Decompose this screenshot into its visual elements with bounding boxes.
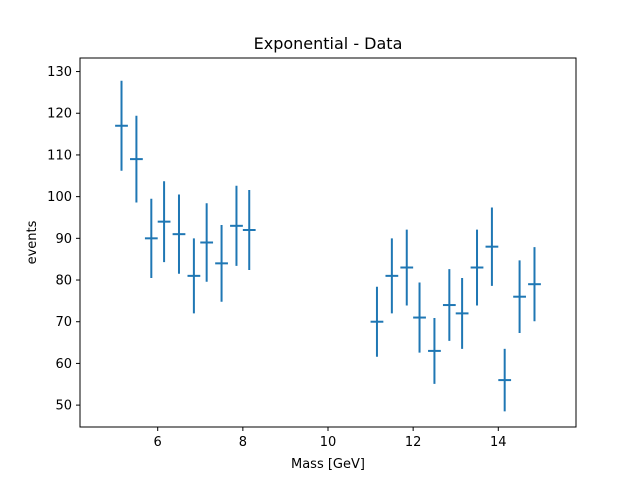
x-tick-label: 14 bbox=[490, 435, 507, 450]
y-tick-label: 90 bbox=[55, 232, 72, 247]
y-axis-label: events bbox=[25, 220, 40, 264]
data-point bbox=[157, 181, 171, 263]
data-point bbox=[370, 286, 384, 357]
data-point bbox=[498, 348, 512, 412]
y-tick-label: 80 bbox=[55, 274, 72, 289]
data-point bbox=[130, 115, 143, 203]
y-tick-label: 130 bbox=[47, 65, 72, 80]
x-axis-label: Mass [GeV] bbox=[291, 457, 365, 472]
y-tick-label: 50 bbox=[55, 399, 72, 414]
data-point bbox=[470, 229, 484, 306]
data-point bbox=[528, 247, 541, 322]
data-series bbox=[115, 80, 541, 412]
data-point bbox=[144, 198, 158, 278]
data-point bbox=[413, 282, 426, 353]
data-point bbox=[230, 185, 243, 266]
data-point bbox=[428, 317, 441, 384]
x-tick-label: 10 bbox=[320, 435, 337, 450]
y-tick-label: 70 bbox=[55, 315, 72, 330]
chart-title: Exponential - Data bbox=[254, 34, 403, 53]
data-point bbox=[200, 203, 214, 282]
data-point bbox=[455, 277, 469, 349]
plot-frame bbox=[79, 57, 577, 428]
data-point bbox=[242, 189, 256, 271]
data-point bbox=[187, 238, 201, 314]
data-point bbox=[442, 269, 456, 341]
x-tick-label: 12 bbox=[405, 435, 422, 450]
data-point bbox=[485, 207, 499, 286]
data-point bbox=[385, 238, 399, 314]
data-point bbox=[115, 80, 128, 171]
data-point bbox=[400, 229, 414, 306]
y-tick-label: 110 bbox=[47, 148, 72, 163]
x-axis-ticks: 6 8 10 12 14 bbox=[154, 427, 507, 450]
y-tick-label: 100 bbox=[47, 190, 72, 205]
data-point bbox=[215, 224, 228, 302]
y-tick-label: 60 bbox=[55, 357, 72, 372]
data-point bbox=[513, 260, 526, 333]
y-tick-label: 120 bbox=[47, 107, 72, 122]
data-point bbox=[172, 194, 186, 274]
y-axis-ticks: 50 60 70 80 90 100 110 120 130 bbox=[47, 65, 80, 414]
x-tick-label: 8 bbox=[239, 435, 247, 450]
x-tick-label: 6 bbox=[154, 435, 162, 450]
